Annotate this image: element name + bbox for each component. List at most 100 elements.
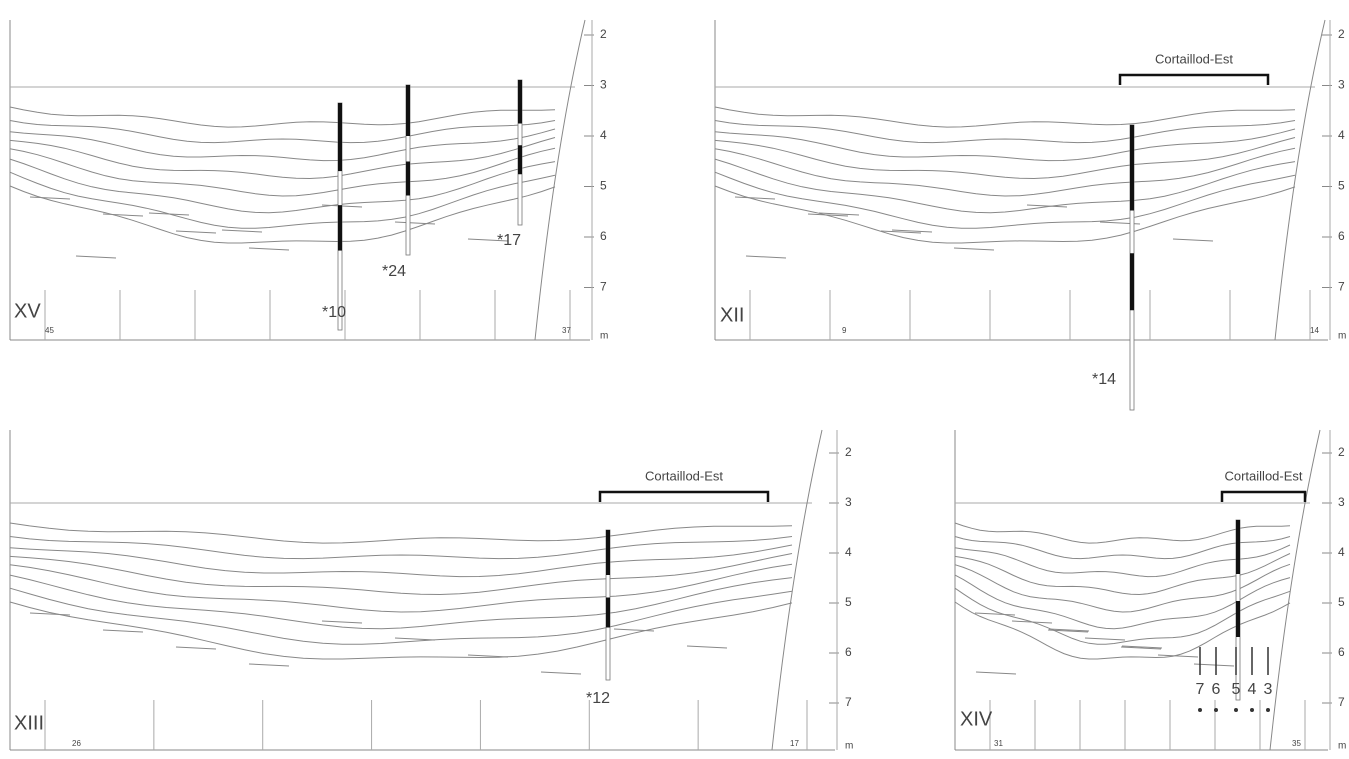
sediment-layer — [715, 107, 1295, 127]
station-number: 26 — [72, 739, 81, 748]
depth-label: 3 — [600, 78, 607, 92]
core-dot — [1266, 708, 1270, 712]
site-bracket — [600, 492, 768, 502]
sediment-dash — [322, 621, 362, 623]
sediment-dash — [1173, 239, 1213, 241]
core-dot — [1214, 708, 1218, 712]
sediment-dash — [222, 230, 262, 232]
station-number: 14 — [1310, 326, 1319, 335]
depth-label: 2 — [1338, 27, 1345, 41]
depth-label: 7 — [1338, 695, 1345, 709]
depth-label: 7 — [845, 695, 852, 709]
depth-label: 6 — [600, 229, 607, 243]
depth-label: 5 — [600, 179, 607, 193]
shore-slope — [772, 430, 822, 750]
depth-label: 5 — [845, 595, 852, 609]
sediment-dash — [30, 613, 70, 615]
sediment-dash — [149, 213, 189, 215]
core-layer-label: 6 — [1212, 681, 1221, 698]
sediment-dash — [735, 197, 775, 199]
site-label: Cortaillod-Est — [645, 468, 723, 483]
depth-label: 3 — [1338, 78, 1345, 92]
depth-label: 4 — [845, 545, 852, 559]
core-dark — [406, 85, 410, 136]
station-number: 31 — [994, 739, 1003, 748]
profile-label: XIV — [960, 708, 993, 730]
sediment-layer — [10, 575, 792, 629]
sediment-dash — [468, 655, 508, 657]
sediment-dash — [687, 646, 727, 648]
core-dark — [406, 162, 410, 196]
core-label: *14 — [1092, 371, 1116, 388]
station-number: 37 — [562, 326, 571, 335]
depth-label: 5 — [1338, 595, 1345, 609]
profiles-figure: 234567mXV4537*10*24*17234567mXII914Corta… — [0, 0, 1349, 754]
depth-unit: m — [600, 331, 608, 342]
site-label: Cortaillod-Est — [1224, 468, 1302, 483]
core-dark — [1130, 125, 1134, 211]
core-label: *24 — [382, 263, 406, 280]
site-bracket — [1120, 75, 1268, 85]
sediment-dash — [395, 638, 435, 640]
station-number: 35 — [1292, 739, 1301, 748]
sediment-dash — [76, 256, 116, 258]
depth-label: 3 — [845, 495, 852, 509]
depth-unit: m — [1338, 741, 1346, 752]
core-label: *10 — [322, 304, 346, 321]
core-dark — [606, 598, 610, 628]
sediment-dash — [1012, 621, 1052, 623]
sediment-dash — [103, 630, 143, 632]
station-number: 45 — [45, 326, 54, 335]
sediment-layer — [10, 172, 555, 228]
core-dot — [1198, 708, 1202, 712]
shore-slope — [535, 20, 585, 340]
depth-label: 4 — [1338, 545, 1345, 559]
depth-label: 2 — [845, 445, 852, 459]
core-layer-label: 4 — [1248, 681, 1257, 698]
depth-label: 5 — [1338, 179, 1345, 193]
depth-label: 4 — [600, 128, 607, 142]
sediment-dash — [30, 197, 70, 199]
profile-label: XII — [720, 304, 744, 326]
sediment-layer — [10, 159, 555, 213]
sediment-dash — [249, 248, 289, 250]
core-layer-label: 5 — [1232, 681, 1241, 698]
sediment-dash — [103, 214, 143, 216]
depth-unit: m — [1338, 331, 1346, 342]
sediment-dash — [541, 672, 581, 674]
core-dark — [606, 530, 610, 575]
core-label: *12 — [586, 690, 610, 707]
sediment-layer — [715, 172, 1295, 228]
core-dark — [1236, 601, 1240, 637]
sediment-layer — [10, 523, 792, 543]
sediment-dash — [976, 672, 1016, 674]
depth-label: 6 — [1338, 229, 1345, 243]
depth-label: 6 — [1338, 645, 1345, 659]
depth-unit: m — [845, 741, 853, 752]
depth-label: 2 — [1338, 445, 1345, 459]
sediment-dash — [176, 231, 216, 233]
core-dark — [338, 103, 342, 171]
sediment-dash — [954, 248, 994, 250]
shore-slope — [1275, 20, 1325, 340]
sediment-layer — [715, 159, 1295, 213]
sediment-layer — [10, 588, 792, 644]
depth-label: 7 — [1338, 280, 1345, 294]
core-dark — [518, 80, 522, 124]
sediment-layer — [10, 107, 555, 127]
core-dark — [1236, 520, 1240, 574]
core-layer-label: 7 — [1196, 681, 1205, 698]
depth-label: 2 — [600, 27, 607, 41]
core-dark — [1130, 253, 1134, 310]
core-dot — [1234, 708, 1238, 712]
depth-label: 6 — [845, 645, 852, 659]
sediment-dash — [975, 613, 1015, 615]
profile-panel: 234567mXIII2617Cortaillod-Est*12 — [10, 430, 853, 752]
station-number: 9 — [842, 326, 847, 335]
depth-label: 4 — [1338, 128, 1345, 142]
depth-label: 7 — [600, 280, 607, 294]
core-dark — [338, 205, 342, 250]
core-layer-label: 3 — [1264, 681, 1273, 698]
